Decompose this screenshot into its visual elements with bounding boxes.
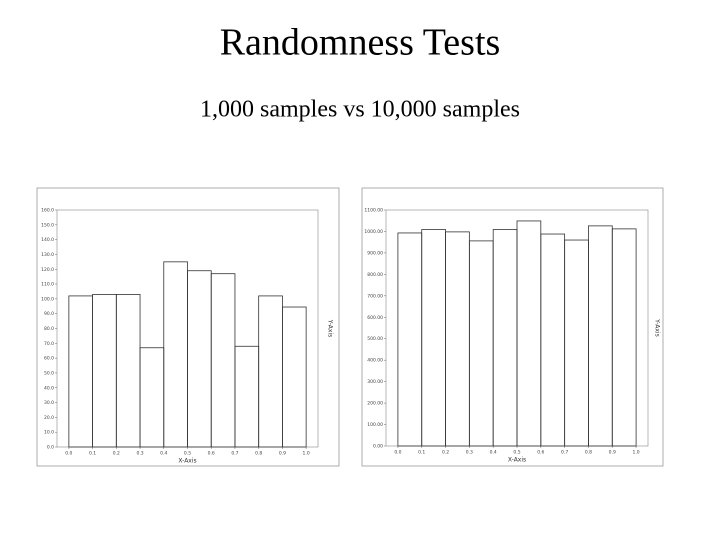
x-tick-label: 0.1 <box>418 450 425 456</box>
x-axis-label: X-Axis <box>508 457 526 464</box>
x-tick-label: 0.5 <box>184 451 191 457</box>
y-tick-label: 60.0 <box>44 356 54 362</box>
y-tick-label: 200.00 <box>367 401 383 407</box>
bar <box>611 228 637 447</box>
y-tick-label: 500.00 <box>367 336 383 342</box>
x-tick-label: 0.2 <box>442 450 449 456</box>
x-axis-label: X-Axis <box>178 458 196 465</box>
y-tick-label: 1100.00 <box>364 208 383 214</box>
y-tick-label: 600.00 <box>367 315 383 321</box>
y-tick-label: 300.00 <box>367 379 383 385</box>
y-tick-label: 30.0 <box>44 400 54 406</box>
y-tick-label: 20.0 <box>44 415 54 421</box>
x-tick-label: 0.8 <box>255 451 262 457</box>
y-tick-label: 100.00 <box>367 422 383 428</box>
y-tick-label: 0.0 <box>47 445 54 451</box>
y-tick-label: 400.00 <box>367 358 383 364</box>
x-tick-label: 0.7 <box>561 450 568 456</box>
y-axis-label: Y-Axis <box>654 318 661 336</box>
x-tick-label: 0.1 <box>89 451 96 457</box>
x-tick-label: 1.0 <box>633 450 640 456</box>
bar <box>282 306 307 448</box>
x-tick-label: 0.3 <box>466 450 473 456</box>
y-tick-label: 70.0 <box>44 341 54 347</box>
x-tick-label: 0.9 <box>279 451 286 457</box>
x-tick-label: 0.4 <box>160 451 167 457</box>
slide-subtitle: 1,000 samples vs 10,000 samples <box>200 97 520 123</box>
x-tick-label: 0.0 <box>65 451 72 457</box>
x-tick-label: 0.8 <box>585 450 592 456</box>
x-tick-label: 0.6 <box>537 450 544 456</box>
y-tick-label: 80.0 <box>44 326 54 332</box>
x-tick-label: 0.5 <box>513 450 520 456</box>
y-tick-label: 110.0 <box>41 282 54 288</box>
x-tick-label: 1.0 <box>303 451 310 457</box>
y-tick-label: 0.00 <box>373 444 383 450</box>
y-tick-label: 150.0 <box>41 222 54 228</box>
x-tick-label: 0.4 <box>490 450 497 456</box>
y-tick-label: 120.0 <box>41 267 54 273</box>
y-tick-label: 130.0 <box>41 252 54 258</box>
y-tick-label: 90.0 <box>44 311 54 317</box>
y-tick-label: 700.00 <box>367 293 383 299</box>
x-tick-label: 0.2 <box>113 451 120 457</box>
y-tick-label: 800.00 <box>367 272 383 278</box>
y-tick-label: 140.0 <box>41 237 54 243</box>
x-tick-label: 0.6 <box>208 451 215 457</box>
y-tick-label: 900.00 <box>367 250 383 256</box>
x-tick-label: 0.3 <box>136 451 143 457</box>
y-tick-label: 40.0 <box>44 385 54 391</box>
y-tick-label: 10.0 <box>44 430 54 436</box>
y-tick-label: 100.0 <box>41 296 54 302</box>
x-tick-label: 0.9 <box>609 450 616 456</box>
y-tick-label: 1000.00 <box>364 229 383 235</box>
slide-title: Randomness Tests <box>220 22 501 64</box>
y-tick-label: 50.0 <box>44 370 54 376</box>
y-axis-label: Y-Axis <box>327 319 334 337</box>
x-tick-label: 0.0 <box>394 450 401 456</box>
x-tick-label: 0.7 <box>231 451 238 457</box>
y-tick-label: 160.0 <box>41 208 54 214</box>
